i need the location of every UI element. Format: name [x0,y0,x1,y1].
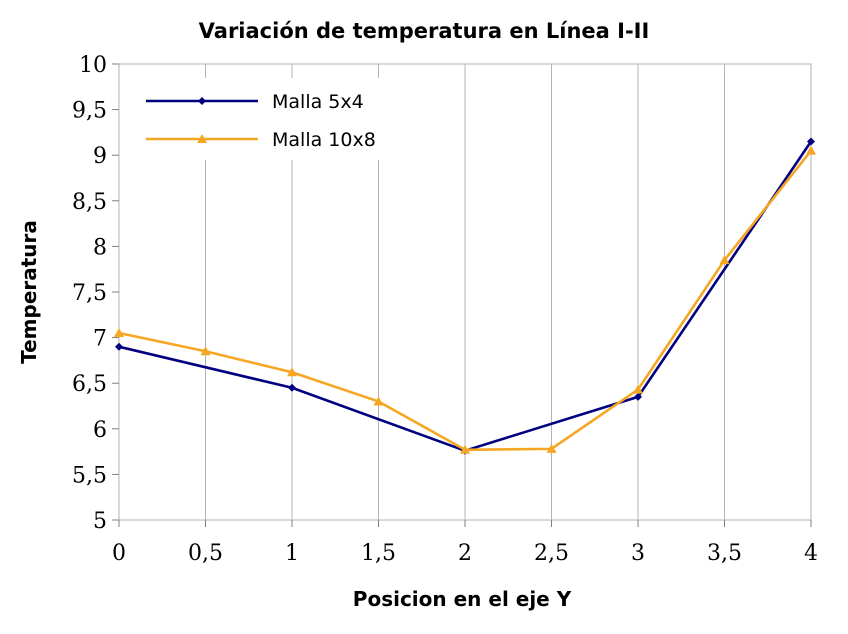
data-point [633,384,643,394]
x-tick-label: 3,5 [707,541,742,566]
y-tick-label: 7 [93,327,107,352]
x-tick-label: 2,5 [534,541,569,566]
x-axis-ticks: 0 0,5 1 1,5 2 2,5 3 3,5 4 [112,520,818,566]
y-axis-ticks: 5 5,5 6 6,5 7 7,5 8 8,5 9 9,5 10 [72,53,119,534]
y-tick-label: 6,5 [72,372,107,397]
data-point [719,255,730,265]
y-tick-label: 6 [93,418,107,443]
x-tick-label: 1,5 [361,541,396,566]
legend-marker [197,134,207,143]
x-tick-label: 0,5 [188,541,223,566]
data-point [288,383,296,392]
legend-label: Malla 5x4 [272,91,364,113]
y-tick-label: 7,5 [72,281,107,306]
x-tick-label: 0 [112,541,126,566]
x-tick-label: 1 [285,541,299,566]
y-tick-label: 8 [93,235,107,260]
y-tick-label: 5,5 [72,463,107,488]
data-point [373,396,384,406]
chart-title: Variación de temperatura en Línea I-II [199,19,650,43]
legend-box [134,78,414,160]
data-point [200,346,211,356]
y-tick-label: 8,5 [72,190,107,215]
series-2 [114,145,816,454]
data-point [114,328,124,338]
y-tick-label: 10 [79,53,107,78]
legend: Malla 5x4 Malla 10x8 [134,78,414,160]
data-point [634,392,642,401]
data-point [115,342,123,351]
y-tick-label: 9 [93,144,107,169]
data-point [807,137,815,146]
series-layer [114,137,816,455]
y-axis-label: Temperatura [17,220,41,364]
x-tick-label: 4 [804,541,818,566]
data-point [806,145,816,155]
x-tick-label: 2 [458,541,472,566]
legend-label: Malla 10x8 [272,129,376,151]
x-tick-label: 3 [631,541,645,566]
y-tick-label: 9,5 [72,99,107,124]
data-point [546,443,557,453]
y-tick-label: 5 [93,509,107,534]
legend-marker [198,97,206,105]
data-point [460,444,470,454]
data-point [287,367,297,377]
x-axis-label: Posicion en el eje Y [353,587,572,611]
